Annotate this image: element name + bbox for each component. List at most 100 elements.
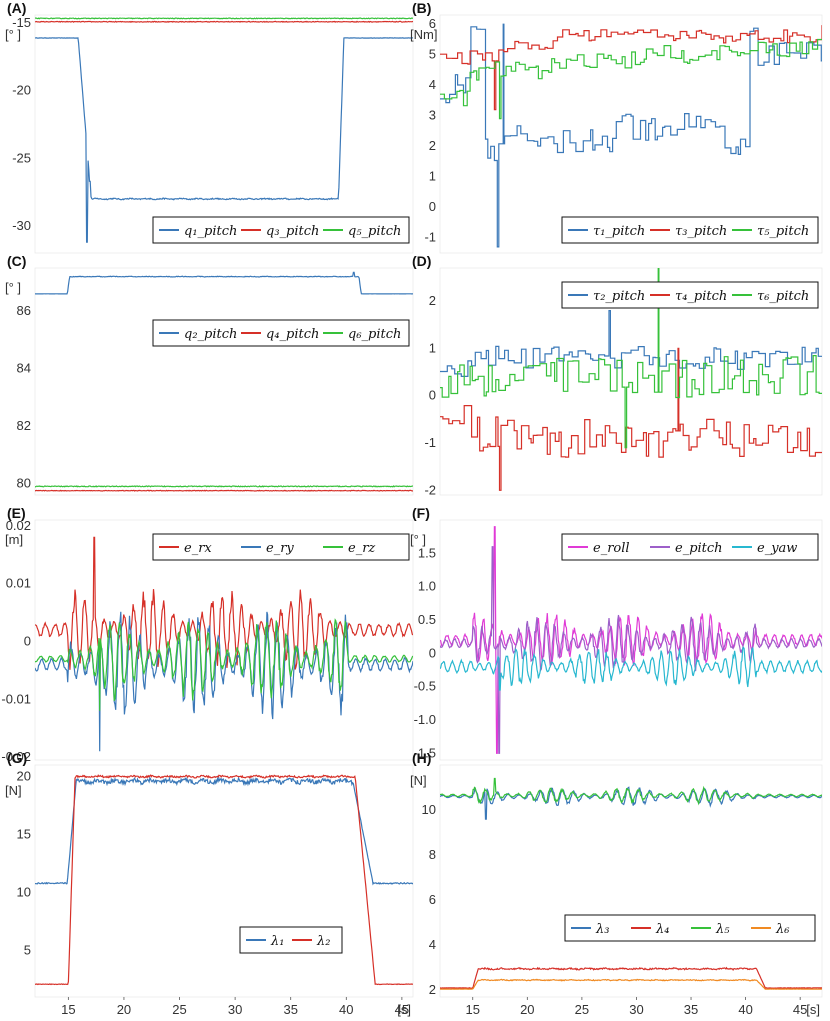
series-line-tau1_pitch bbox=[440, 23, 822, 248]
ytick-label: 10 bbox=[422, 802, 436, 817]
y-unit-label: [Nm] bbox=[410, 27, 437, 42]
legend-entry: λ₅ bbox=[715, 922, 730, 937]
y-unit-label: [° ] bbox=[5, 27, 21, 42]
series-line-e_pitch bbox=[440, 546, 822, 754]
ytick-label: 80 bbox=[17, 476, 31, 491]
legend-entry: q₁_pitch bbox=[184, 224, 237, 239]
series-line-lambda3 bbox=[440, 786, 822, 820]
plot-area-A bbox=[34, 14, 414, 254]
ytick-label: 0.5 bbox=[418, 612, 436, 627]
legend-box bbox=[564, 914, 816, 942]
series-line-e_rz bbox=[35, 618, 413, 711]
ytick-label: 86 bbox=[17, 303, 31, 318]
legend-G: λ₁ λ₂ bbox=[239, 926, 343, 954]
plot-area-E bbox=[34, 519, 414, 761]
legend-C: q₂_pitch q₄_pitch q₆_pitch bbox=[152, 319, 410, 347]
ytick-label: 5 bbox=[24, 943, 31, 958]
xtick-label: 15 bbox=[61, 1002, 75, 1017]
ytick-label: 82 bbox=[17, 418, 31, 433]
series-line-tau6_pitch bbox=[440, 268, 822, 449]
plot-area-G bbox=[34, 764, 414, 998]
ytick-label: -0.5 bbox=[414, 679, 436, 694]
panel-label: (B) bbox=[412, 0, 431, 16]
ytick-label: 0 bbox=[429, 388, 436, 403]
ytick-label: 10 bbox=[17, 885, 31, 900]
legend-entry: e_yaw bbox=[757, 541, 797, 556]
xtick-label: 25 bbox=[172, 1002, 186, 1017]
legend-entry: λ₄ bbox=[655, 922, 669, 937]
series-line-q1_pitch bbox=[35, 37, 413, 243]
legend-entry: q₄_pitch bbox=[266, 327, 319, 342]
ytick-label: 84 bbox=[17, 361, 31, 376]
xtick-label: 40 bbox=[738, 1002, 752, 1017]
legend-entry: τ₆_pitch bbox=[757, 289, 809, 304]
legend-entry: τ₁_pitch bbox=[593, 224, 645, 239]
ytick-label: 6 bbox=[429, 892, 436, 907]
legend-B: τ₁_pitch τ₃_pitch τ₅_pitch bbox=[561, 216, 819, 244]
y-unit-label: [° ] bbox=[410, 532, 426, 547]
series-line-q4_pitch bbox=[35, 489, 413, 492]
panel-label: (D) bbox=[412, 253, 431, 269]
panel-H: 10 8 6 4 2 15 20 25 30 35 40 45[s] (H) [N] λ₃ λ₄ λ₅ λ₆ bbox=[410, 750, 823, 1017]
plot-area-C bbox=[34, 267, 414, 496]
ytick-label: 5 bbox=[429, 47, 436, 62]
series-line-q5_pitch bbox=[35, 17, 413, 20]
ytick-label: 1 bbox=[429, 340, 436, 355]
ytick-label: 0 bbox=[429, 645, 436, 660]
ytick-label: -30 bbox=[12, 218, 31, 233]
panel-C: 86 84 82 80 (C) [° ] q₂_pitch q₄_pitch q₆_pitch bbox=[5, 253, 414, 496]
plot-area-H bbox=[439, 764, 823, 998]
panel-G: 20 15 10 5 15 20 25 30 35 40 45[s] (G) [N] λ₁ λ₂ bbox=[5, 750, 414, 1017]
xtick-label: 40 bbox=[339, 1002, 353, 1017]
xtick-label: 15 bbox=[466, 1002, 480, 1017]
ytick-label: 3 bbox=[429, 108, 436, 123]
y-unit-label: [N] bbox=[5, 783, 22, 798]
y-unit-label: [N] bbox=[410, 773, 427, 788]
ytick-label: 2 bbox=[429, 138, 436, 153]
legend-entry: τ₃_pitch bbox=[675, 224, 727, 239]
ytick-label: 2 bbox=[429, 293, 436, 308]
series-line-tau3_pitch bbox=[440, 25, 822, 111]
legend-H: λ₃ λ₄ λ₅ λ₆ bbox=[564, 914, 816, 942]
series-line-lambda4 bbox=[440, 966, 822, 989]
ytick-label: 1.5 bbox=[418, 545, 436, 560]
ytick-label: -1.5 bbox=[414, 745, 436, 760]
series-line-e_roll bbox=[440, 526, 822, 754]
y-unit-label: [° ] bbox=[5, 280, 21, 295]
series-line-lambda5 bbox=[440, 777, 822, 806]
ytick-label: 1.0 bbox=[418, 579, 436, 594]
legend-box bbox=[561, 216, 819, 244]
xtick-label: 45 bbox=[395, 1002, 409, 1017]
legend-entry: q₃_pitch bbox=[266, 224, 319, 239]
plot-area-F bbox=[439, 519, 823, 761]
legend-box bbox=[561, 533, 819, 561]
series-line-q3_pitch bbox=[35, 20, 413, 23]
legend-box bbox=[561, 281, 819, 309]
panel-label: (E) bbox=[7, 505, 26, 521]
series-line-e_ry bbox=[35, 611, 413, 752]
xtick-label: 30 bbox=[228, 1002, 242, 1017]
ytick-label: 0 bbox=[429, 199, 436, 214]
legend-entry: e_pitch bbox=[675, 541, 723, 556]
ytick-label: -25 bbox=[12, 150, 31, 165]
xtick-label: 30 bbox=[629, 1002, 643, 1017]
legend-entry: λ₂ bbox=[316, 934, 330, 949]
ytick-label: 2 bbox=[429, 982, 436, 997]
ytick-label: 0 bbox=[24, 633, 31, 648]
legend-entry: q₆_pitch bbox=[348, 327, 401, 342]
plot-area-B bbox=[439, 14, 823, 254]
ytick-label: 6 bbox=[429, 16, 436, 31]
legend-entry: e_ry bbox=[266, 541, 294, 556]
ytick-label: 0.02 bbox=[6, 518, 31, 533]
ytick-label: 20 bbox=[17, 769, 31, 784]
ytick-label: -1 bbox=[424, 435, 436, 450]
ytick-label: -1.0 bbox=[414, 712, 436, 727]
legend-entry: q₅_pitch bbox=[348, 224, 401, 239]
plot-area-D bbox=[439, 267, 823, 496]
xtick-label: 45 bbox=[793, 1002, 807, 1017]
legend-entry: τ₄_pitch bbox=[675, 289, 727, 304]
xtick-label: 35 bbox=[684, 1002, 698, 1017]
series-line-lambda1 bbox=[35, 776, 413, 886]
panel-label: (A) bbox=[7, 0, 26, 16]
